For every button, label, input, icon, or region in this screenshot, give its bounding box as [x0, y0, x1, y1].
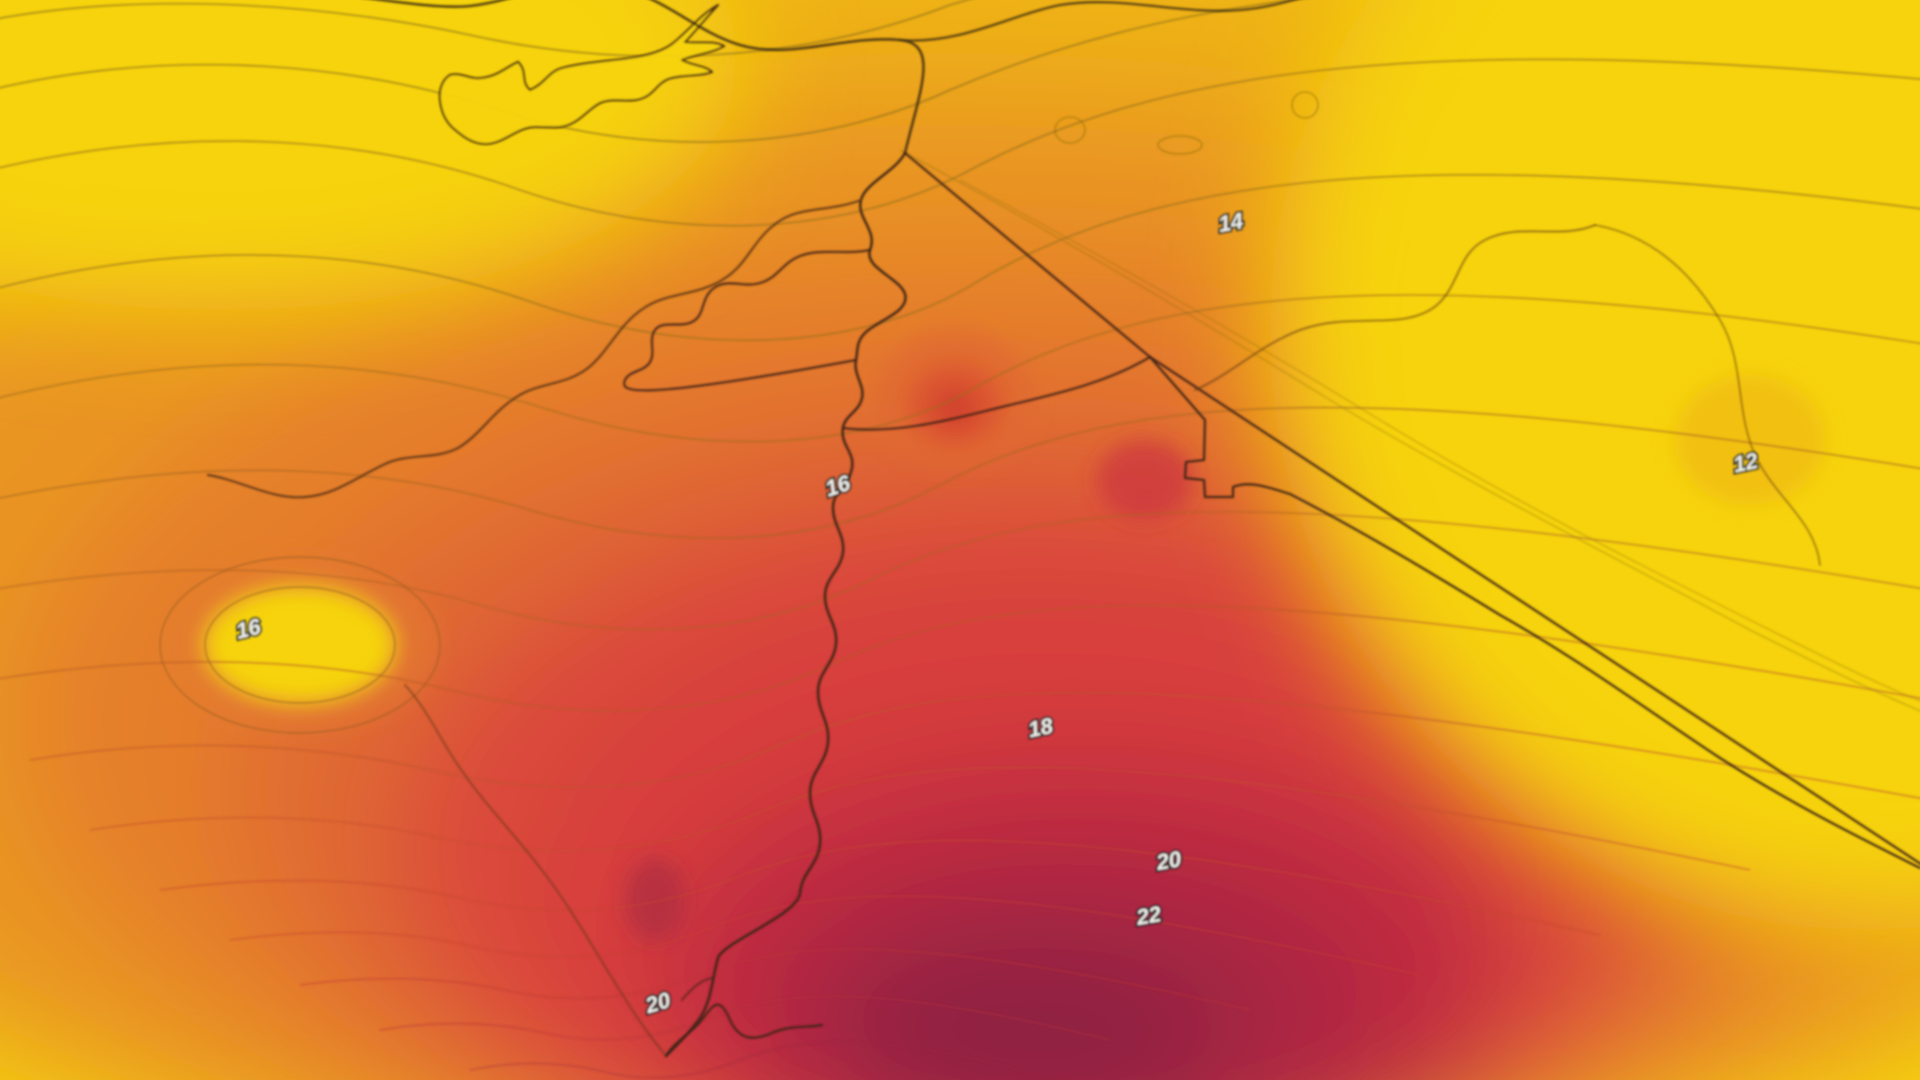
svg-text:20: 20 — [1153, 846, 1183, 875]
svg-text:22: 22 — [1133, 901, 1163, 930]
svg-text:14: 14 — [1216, 208, 1244, 237]
